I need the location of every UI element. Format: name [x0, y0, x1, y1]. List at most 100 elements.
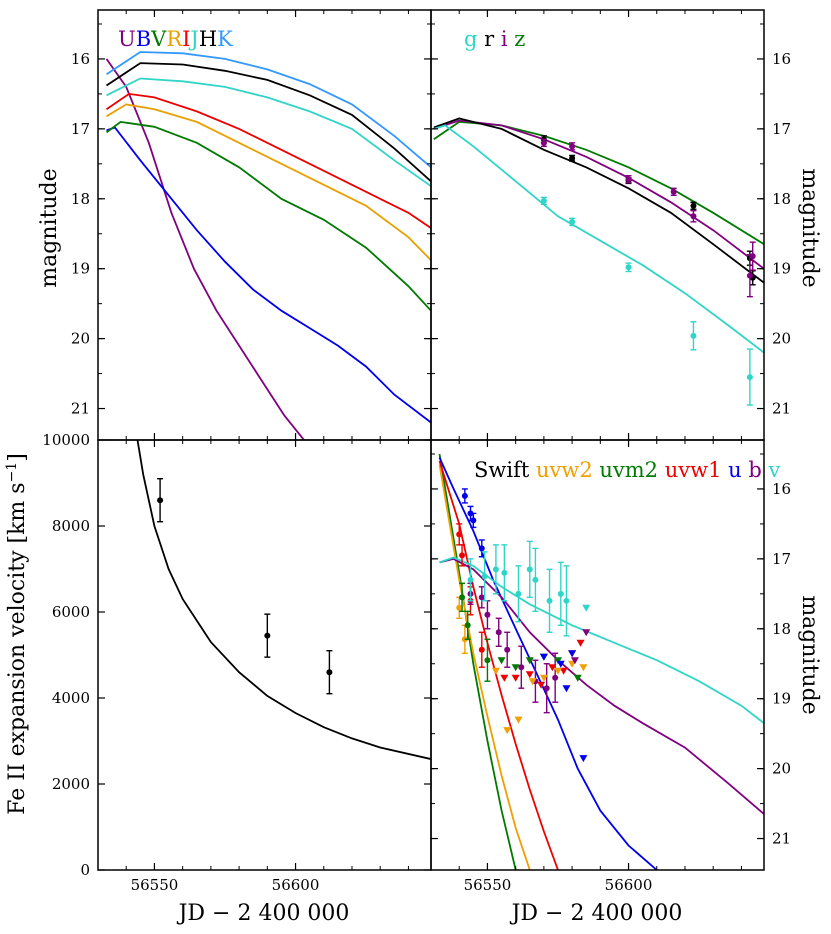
y-tick-label: 19 [772, 260, 791, 278]
series-line-b [439, 557, 764, 815]
data-point-b [504, 646, 511, 653]
bottom-right-xlabel: JD − 2 400 000 [510, 901, 683, 926]
legend-entry-I: I [182, 27, 190, 51]
y-tick-label: 18 [71, 190, 90, 208]
y-tick-label: 2000 [52, 775, 90, 793]
data-point-v [557, 590, 564, 597]
data-point-b [552, 674, 559, 681]
bottom-left-ylabel: Fe II expansion velocity [km s−1] [4, 453, 30, 815]
data-point-v [467, 576, 474, 583]
data-point-r [569, 155, 576, 162]
upper-limit-u [539, 653, 548, 661]
data-point [326, 669, 333, 676]
data-point-i [670, 188, 677, 195]
upper-limit-v [582, 604, 591, 612]
legend-entry-v: v [767, 458, 780, 482]
legend-entry-Swift: Swift [474, 458, 536, 482]
data-point-b [518, 664, 525, 671]
data-point-b [495, 629, 502, 636]
x-tick-label: 56600 [605, 876, 653, 894]
legend-entry-uvw2: uvw2 [536, 458, 599, 482]
y-tick-label: 16 [772, 480, 791, 498]
upper-limit-uvw1 [559, 667, 568, 675]
plot-area [433, 117, 764, 406]
panel-bottom-right: 16 17 18 19 20 21 56550 56600 Swift uvw2 uvm2 uv… [430, 439, 791, 894]
data-point-u [461, 492, 468, 499]
y-tick-label: 21 [772, 400, 791, 418]
y-tick-label: 0 [80, 861, 90, 879]
y-tick-label: 10000 [42, 431, 90, 449]
series-line-U [105, 58, 305, 440]
data-point-i [540, 139, 547, 146]
series-line-R [106, 103, 431, 261]
panel-frame [97, 439, 432, 871]
y-tick-label: 20 [71, 330, 90, 348]
data-point-r [690, 202, 697, 209]
y-tick-label: 21 [71, 400, 90, 418]
series-line-v [439, 556, 764, 724]
series-line-r [433, 117, 764, 284]
legend-entry-u: u [728, 458, 748, 482]
data-point-i [749, 253, 756, 260]
panel-bottom-left: 0 2000 4000 6000 8000 10000 56550 56600 [42, 431, 432, 894]
data-point [264, 632, 271, 639]
x-tick-label: 56600 [272, 876, 320, 894]
y-tick-label: 19 [772, 690, 791, 708]
data-point-v [515, 590, 522, 597]
legend-entry-B: B [136, 27, 151, 51]
series-line-B [106, 126, 431, 424]
y-tick-label: 6000 [52, 603, 90, 621]
legend-entry-H: H [199, 27, 217, 51]
data-point-b [543, 685, 550, 692]
data-point-b [478, 594, 485, 601]
data-point-uvw2 [456, 604, 463, 611]
upper-limit-uvw1 [576, 639, 585, 647]
data-point-u [478, 545, 485, 552]
panel-top-right: 16 17 18 19 20 21 g r i z [430, 9, 791, 441]
data-point-i [746, 272, 753, 279]
bottom-left-ylabel-main: Fe II expansion velocity [km s [5, 482, 30, 814]
legend-entry-uvw1: uvw1 [665, 458, 728, 482]
y-tick-label: 18 [772, 620, 791, 638]
legend-entry-J: J [188, 27, 198, 51]
data-point-uvw1 [456, 531, 463, 538]
legend-entry-R: R [166, 27, 183, 51]
upper-limit-uvw2 [579, 664, 588, 672]
bottom-right-ylabel: magnitude [797, 595, 822, 714]
data-point-i [625, 176, 632, 183]
upper-limit-u [579, 755, 588, 763]
upper-limit-uvw2 [553, 667, 562, 675]
upper-limit-uvw1 [525, 671, 534, 679]
data-point-v [546, 597, 553, 604]
x-tick-label: 56550 [131, 876, 179, 894]
data-point-g [569, 218, 576, 225]
upper-limit-uvm2 [573, 674, 582, 682]
bottom-left-ylabel-end: ] [5, 453, 30, 462]
bottom-left-xlabel: JD − 2 400 000 [177, 901, 350, 926]
data-point [157, 497, 164, 504]
upper-limit-uvm2 [511, 664, 520, 672]
legend: UBVRIJHK [118, 27, 233, 51]
series-line-z [433, 120, 764, 245]
top-left-ylabel: magnitude [37, 168, 62, 287]
y-tick-label: 19 [71, 260, 90, 278]
upper-limit-uvm2 [497, 657, 506, 665]
legend: g r i z [464, 27, 525, 51]
plot-area [105, 51, 431, 440]
x-tick-label: 56550 [464, 876, 512, 894]
data-point-g [690, 332, 697, 339]
series-line-J [106, 77, 431, 187]
series-line-I [105, 92, 431, 229]
upper-limit-uvw1 [537, 681, 546, 689]
series-line-K [106, 51, 431, 168]
data-point-b [484, 611, 491, 618]
data-point-g [746, 374, 753, 381]
series-line-i [433, 119, 764, 270]
data-point-i [690, 213, 697, 220]
data-point-v [532, 576, 539, 583]
series-line-H [106, 62, 431, 182]
data-point-g [540, 197, 547, 204]
y-tick-label: 17 [71, 120, 90, 138]
data-point-g [625, 264, 632, 271]
legend-entry-U: U [118, 27, 136, 51]
